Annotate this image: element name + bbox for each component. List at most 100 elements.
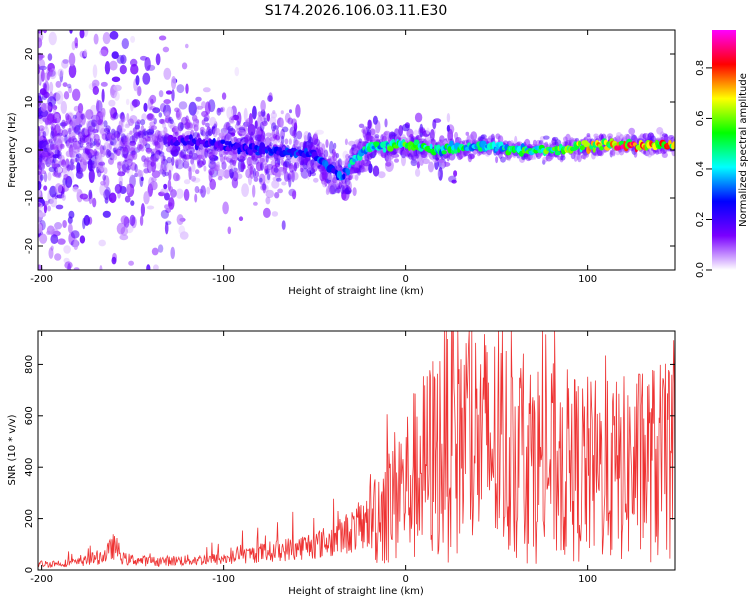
spectrogram-blob bbox=[126, 132, 131, 139]
spectrogram-blob bbox=[183, 179, 191, 185]
spectrogram-blob bbox=[384, 118, 388, 128]
spectrogram-blob bbox=[327, 180, 335, 187]
spectrogram-blob bbox=[576, 152, 582, 163]
spectrogram-blob bbox=[432, 119, 437, 130]
spectrogram-blob bbox=[260, 184, 267, 191]
spectrogram-blob bbox=[99, 265, 103, 270]
spectrogram-blob bbox=[120, 215, 129, 225]
spectrogram-blob bbox=[38, 112, 42, 117]
spectrogram-blob bbox=[79, 50, 86, 58]
spectrogram-blob bbox=[109, 60, 118, 71]
spectrogram-blob bbox=[160, 188, 169, 194]
spectrogram-blob bbox=[68, 223, 73, 234]
spectrogram-blob bbox=[88, 189, 93, 200]
spectrogram-blob bbox=[129, 142, 136, 152]
spectrogram-blob bbox=[342, 173, 346, 180]
spectrogram-blob bbox=[67, 83, 72, 89]
spectrogram-blob bbox=[497, 135, 504, 144]
spectrogram-blob bbox=[124, 123, 130, 129]
spectrogram-blob bbox=[176, 84, 185, 94]
colorbar-gradient bbox=[712, 30, 736, 270]
spectrogram-blob bbox=[44, 117, 49, 126]
spectrogram-blob bbox=[333, 142, 337, 150]
spectrogram-blob bbox=[46, 225, 55, 235]
spectrogram-y-tick-label: -20 bbox=[24, 238, 35, 254]
spectrogram-blob bbox=[469, 153, 476, 159]
spectrogram-blob bbox=[422, 158, 430, 165]
spectrogram-blob bbox=[232, 159, 237, 166]
spectrogram-blob bbox=[335, 152, 340, 159]
spectrogram-blob bbox=[44, 200, 49, 206]
spectrogram-blob bbox=[284, 138, 289, 145]
spectrogram-blob bbox=[68, 86, 73, 94]
spectrogram-blob bbox=[158, 112, 163, 118]
spectrogram-blob bbox=[111, 256, 117, 265]
spectrogram-blob bbox=[241, 183, 250, 198]
spectrogram-blob bbox=[175, 188, 184, 199]
spectrogram-blob bbox=[583, 142, 591, 148]
spectrogram-blob bbox=[554, 151, 561, 156]
spectrogram-blob bbox=[130, 200, 135, 206]
spectrogram-blob bbox=[197, 132, 200, 139]
spectrogram-blob bbox=[164, 192, 170, 201]
spectrogram-blob bbox=[38, 189, 42, 198]
spectrogram-blob bbox=[238, 129, 245, 134]
spectrogram-blob bbox=[232, 149, 239, 155]
spectrogram-blob bbox=[158, 90, 164, 98]
spectrogram-blob bbox=[453, 170, 458, 177]
spectrogram-blob bbox=[48, 13, 57, 18]
spectrogram-blob bbox=[310, 171, 317, 177]
spectrogram-blob bbox=[111, 51, 119, 59]
spectrogram-blob bbox=[79, 235, 86, 244]
spectrogram-blob bbox=[164, 221, 169, 235]
spectrogram-blob bbox=[47, 53, 53, 61]
spectrogram-blob bbox=[272, 133, 278, 140]
spectrogram-blob bbox=[55, 171, 62, 179]
spectrogram-blob bbox=[80, 113, 85, 120]
spectrogram-blob bbox=[252, 105, 257, 120]
spectrogram-blob bbox=[194, 193, 198, 203]
spectrogram-blob bbox=[413, 129, 419, 136]
spectrogram-blob bbox=[171, 89, 175, 102]
spectrogram-blob bbox=[119, 64, 127, 75]
spectrogram-blob bbox=[265, 169, 269, 175]
spectrogram-blob bbox=[69, 30, 73, 34]
spectrogram-blob bbox=[92, 64, 98, 78]
spectrogram-blob bbox=[202, 87, 211, 93]
spectrogram-blob bbox=[255, 170, 260, 178]
spectrogram-blob bbox=[236, 120, 240, 126]
spectrogram-blob bbox=[73, 105, 80, 112]
spectrogram-blob bbox=[165, 220, 172, 225]
spectrogram-blob bbox=[234, 142, 241, 149]
spectrogram-blob bbox=[55, 159, 59, 165]
spectrogram-blob bbox=[273, 167, 279, 173]
spectrogram-blob bbox=[163, 67, 172, 80]
spectrogram-blob bbox=[358, 123, 365, 128]
spectrogram-blob bbox=[500, 156, 506, 163]
spectrogram-blob bbox=[372, 165, 380, 177]
spectrogram-blob bbox=[126, 137, 131, 146]
snr-y-ticks: 0 200 400 600 800 bbox=[24, 355, 675, 573]
spectrogram-x-ticks: -200 -100 0 100 bbox=[30, 30, 597, 285]
spectrogram-blob bbox=[50, 130, 55, 139]
spectrogram-blob bbox=[61, 159, 66, 168]
spectrogram-blob bbox=[150, 125, 157, 130]
spectrogram-blob bbox=[242, 164, 246, 170]
spectrogram-blob bbox=[129, 130, 133, 135]
spectrogram-blob bbox=[401, 123, 410, 132]
spectrogram-blob bbox=[672, 141, 675, 149]
spectrogram-blob bbox=[114, 91, 120, 101]
spectrogram-x-tick-label: 0 bbox=[402, 274, 408, 285]
spectrogram-blob bbox=[227, 226, 232, 235]
spectrogram-blob bbox=[114, 183, 122, 194]
spectrogram-blob bbox=[77, 103, 84, 114]
spectrogram-blob bbox=[50, 143, 56, 150]
spectrogram-blob bbox=[47, 171, 52, 181]
spectrogram-y-axis-label: Frequency (Hz) bbox=[7, 112, 18, 188]
spectrogram-blob bbox=[53, 107, 57, 115]
spectrogram-blob bbox=[374, 134, 380, 139]
spectrogram-blob bbox=[76, 189, 83, 203]
spectrogram-blob bbox=[612, 151, 616, 156]
spectrogram-blob bbox=[60, 100, 67, 114]
spectrogram-blob bbox=[441, 150, 447, 155]
